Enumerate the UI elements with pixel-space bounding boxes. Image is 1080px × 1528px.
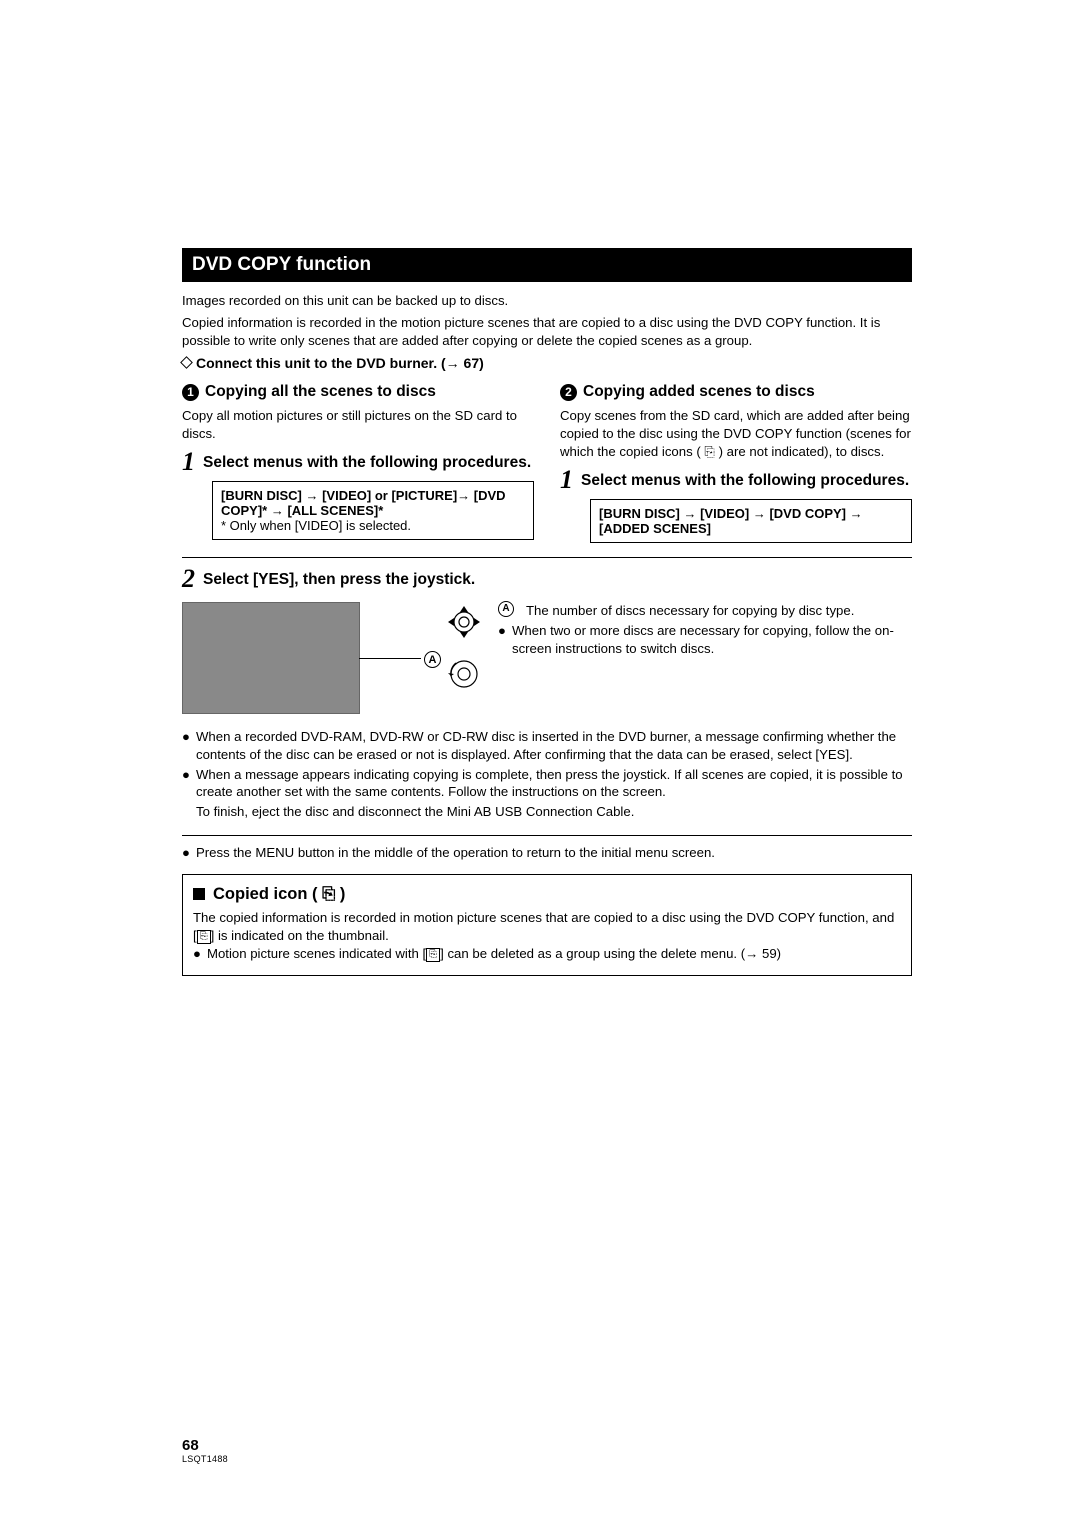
illustration-row: A A The number of discs necessary for c: [182, 602, 912, 714]
bullet-dot: ●: [182, 844, 190, 862]
note-column: A The number of discs necessary for copy…: [498, 602, 912, 659]
right-step-1: 1 Select menus with the following proced…: [560, 467, 912, 493]
right-description: Copy scenes from the SD card, which are …: [560, 407, 912, 460]
bullet-dot: ●: [193, 945, 201, 963]
page-content: DVD COPY function Images recorded on thi…: [182, 248, 912, 976]
right-step-text: Select menus with the following procedur…: [581, 467, 909, 491]
bullet-dot: ●: [182, 728, 190, 764]
copied-icon-box: Copied icon ( ⎘ ) The copied information…: [182, 874, 912, 976]
copied-icon-title: Copied icon ( ⎘ ): [193, 883, 901, 905]
left-menu-box: [BURN DISC] → [VIDEO] or [PICTURE]→ [DVD…: [212, 481, 534, 540]
left-step-text: Select menus with the following procedur…: [203, 449, 531, 473]
note-a-text: The number of discs necessary for copyin…: [526, 602, 854, 620]
step-number-1: 1: [182, 449, 195, 475]
joystick-illustrations: [444, 602, 484, 694]
page-footer: 68 LSQT1488: [182, 1437, 228, 1464]
bullets-block: ● When a recorded DVD-RAM, DVD-RW or CD-…: [182, 728, 912, 862]
bullet-row-2: ● When a message appears indicating copy…: [182, 766, 912, 802]
right-menu-path: [BURN DISC] → [VIDEO] → [DVD COPY] → [AD…: [599, 506, 903, 536]
bullet-menu-row: ● Press the MENU button in the middle of…: [182, 844, 912, 862]
joystick-directional-icon: [444, 602, 484, 642]
left-menu-path: [BURN DISC] → [VIDEO] or [PICTURE]→ [DVD…: [221, 488, 525, 518]
joystick-press-icon: [444, 654, 484, 694]
copied-icon-title-text: Copied icon ( ⎘ ): [213, 883, 345, 905]
label-a-circle: A: [424, 651, 441, 668]
step-2-text: Select [YES], then press the joystick.: [203, 566, 475, 590]
right-menu-box: [BURN DISC] → [VIDEO] → [DVD COPY] → [AD…: [590, 499, 912, 543]
circled-1-icon: 1: [182, 384, 199, 401]
left-description: Copy all motion pictures or still pictur…: [182, 407, 534, 443]
screen-illustration: A: [182, 602, 360, 714]
copied-paragraph: The copied information is recorded in mo…: [193, 909, 901, 945]
note-a-bullet-row: ● When two or more discs are necessary f…: [498, 622, 912, 658]
step-number-2: 2: [182, 566, 195, 592]
section-title-bar: DVD COPY function: [182, 248, 912, 282]
step-2: 2 Select [YES], then press the joystick.: [182, 566, 912, 592]
doc-code: LSQT1488: [182, 1454, 228, 1464]
bullet-row-1: ● When a recorded DVD-RAM, DVD-RW or CD-…: [182, 728, 912, 764]
square-bullet-icon: [193, 888, 205, 900]
bullet-dot: ●: [498, 622, 506, 658]
left-column: 1 Copying all the scenes to discs Copy a…: [182, 383, 534, 542]
separator-line-2: [182, 835, 912, 836]
two-column-section: 1 Copying all the scenes to discs Copy a…: [182, 383, 912, 542]
connect-instruction: Connect this unit to the DVD burner. (→ …: [182, 355, 912, 371]
bullet-text-1: When a recorded DVD-RAM, DVD-RW or CD-RW…: [196, 728, 912, 764]
right-heading-text: Copying added scenes to discs: [583, 383, 815, 401]
bullets-tail: To finish, eject the disc and disconnect…: [196, 803, 912, 821]
bullet-text-2: When a message appears indicating copyin…: [196, 766, 912, 802]
label-a-inline-icon: A: [498, 601, 514, 617]
copied-inline-icon-2: ⎘: [426, 948, 440, 962]
note-a-row: A The number of discs necessary for copy…: [498, 602, 912, 620]
copied-bullet-text: Motion picture scenes indicated with [⎘]…: [207, 945, 781, 963]
bullet-dot: ●: [182, 766, 190, 802]
note-a-bullet-text: When two or more discs are necessary for…: [512, 622, 912, 658]
copied-inline-icon: ⎘: [197, 930, 211, 944]
bullet-menu-text: Press the MENU button in the middle of t…: [196, 844, 715, 862]
left-menu-note: * Only when [VIDEO] is selected.: [221, 518, 525, 533]
left-subheading: 1 Copying all the scenes to discs: [182, 383, 534, 401]
intro-paragraph-2: Copied information is recorded in the mo…: [182, 314, 912, 350]
circled-2-icon: 2: [560, 384, 577, 401]
copied-bullet-row: ● Motion picture scenes indicated with […: [193, 945, 901, 963]
right-subheading: 2 Copying added scenes to discs: [560, 383, 912, 401]
left-heading-text: Copying all the scenes to discs: [205, 383, 436, 401]
right-column: 2 Copying added scenes to discs Copy sce…: [560, 383, 912, 542]
copied-bullet-b: ] can be deleted as a group using the de…: [440, 946, 781, 961]
separator-line: [182, 557, 912, 558]
page-number: 68: [182, 1437, 228, 1454]
connect-text: Connect this unit to the DVD burner. (→ …: [196, 355, 484, 371]
step-number-1-right: 1: [560, 467, 573, 493]
diamond-icon: [180, 357, 193, 370]
copied-bullet-a: Motion picture scenes indicated with [: [207, 946, 426, 961]
copied-p1-b: ] is indicated on the thumbnail.: [211, 928, 389, 943]
intro-paragraph-1: Images recorded on this unit can be back…: [182, 292, 912, 310]
left-step-1: 1 Select menus with the following proced…: [182, 449, 534, 475]
pointer-line: [359, 658, 421, 659]
